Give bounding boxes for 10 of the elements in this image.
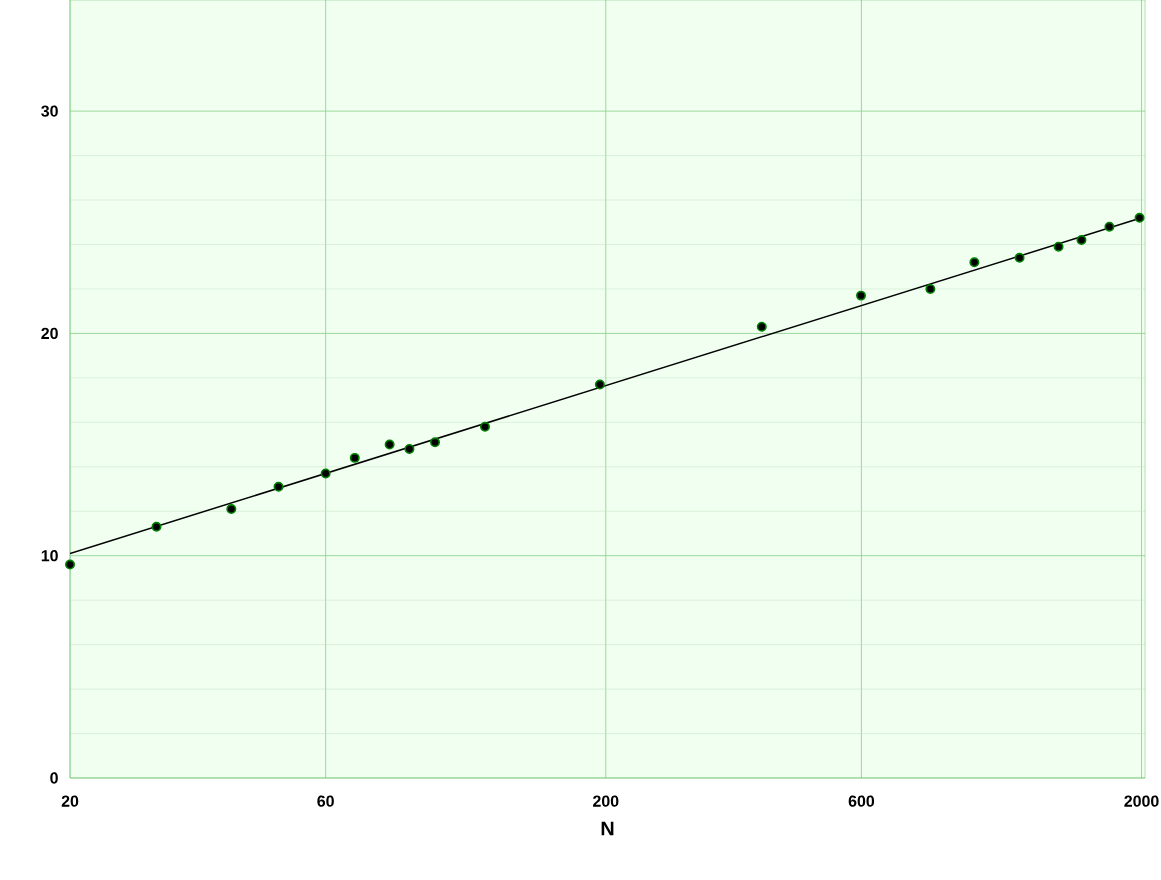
y-tick-label: 0 — [50, 772, 58, 784]
y-tick-label: 30 — [41, 105, 58, 117]
y-tick-label: 10 — [41, 550, 58, 562]
x-tick-label: 600 — [848, 795, 875, 807]
y-tick-label: 20 — [41, 327, 58, 340]
x-tick-label: 20 — [61, 795, 79, 807]
x-tick-label: 200 — [593, 795, 619, 807]
x-tick-label: 2000 — [1124, 795, 1159, 807]
x-axis-title: N — [601, 821, 614, 836]
x-tick-label: 60 — [317, 795, 334, 807]
